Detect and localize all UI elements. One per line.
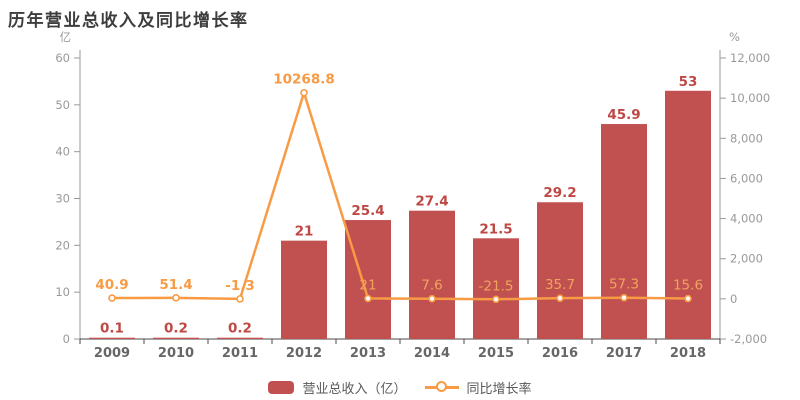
bar-value-label-2017: 45.9	[607, 107, 640, 123]
bar-value-label-2015: 21.5	[479, 221, 512, 237]
x-axis-label-2015: 2015	[478, 346, 514, 361]
right-axis-tick-label: 12,000	[730, 51, 770, 65]
bar-2013	[345, 220, 391, 339]
left-axis-tick-label: 40	[55, 145, 70, 159]
x-axis-label-2014: 2014	[414, 346, 450, 361]
bar-2010	[153, 337, 199, 339]
left-axis-tick-label: 20	[55, 238, 70, 252]
legend-item-revenue[interactable]: 营业总收入（亿）	[268, 378, 407, 397]
right-axis-tick-label: 2,000	[730, 252, 763, 266]
line-value-label-2018: 15.6	[673, 278, 703, 294]
x-axis-label-2016: 2016	[542, 346, 578, 361]
line-legend-swatch-icon	[424, 381, 459, 393]
bar-2014	[409, 210, 455, 339]
line-point-2018	[684, 294, 692, 303]
bar-2017	[601, 124, 647, 339]
bar-value-label-2011: 0.2	[228, 321, 252, 337]
line-point-2015	[492, 295, 500, 304]
line-point-2009	[108, 294, 116, 302]
line-value-label-2009: 40.9	[95, 277, 128, 293]
bar-2011	[217, 337, 263, 339]
bar-value-label-2016: 29.2	[543, 185, 576, 201]
right-axis-unit: %	[729, 30, 740, 44]
line-point-2010	[172, 294, 180, 302]
x-axis-label-2012: 2012	[286, 346, 322, 361]
right-axis-tick-label: 0	[730, 292, 737, 306]
x-axis-label-2013: 2013	[350, 346, 386, 361]
line-value-label-2011: -1.3	[225, 278, 255, 294]
bar-value-label-2012: 21	[295, 224, 314, 240]
line-legend-dot-icon	[435, 381, 447, 392]
x-axis-label-2010: 2010	[158, 346, 194, 361]
line-value-label-2010: 51.4	[159, 277, 192, 293]
growth-line	[110, 91, 690, 301]
line-value-label-2012: 10268.8	[273, 72, 335, 88]
bar-legend-swatch-icon	[268, 380, 295, 394]
line-value-label-2015: -21.5	[479, 278, 514, 294]
bar-value-label-2018: 53	[679, 74, 698, 90]
chart-legend: 营业总收入（亿） 同比增长率	[0, 376, 800, 398]
left-axis-tick-label: 10	[55, 285, 70, 299]
line-value-label-2017: 57.3	[609, 277, 639, 293]
bar-2012	[281, 240, 327, 339]
line-point-2012	[300, 88, 308, 97]
legend-item-growth[interactable]: 同比增长率	[424, 378, 532, 397]
bar-2015	[473, 238, 519, 339]
line-value-label-2016: 35.7	[545, 277, 575, 293]
line-point-2017	[620, 293, 628, 302]
bar-2009	[89, 337, 135, 339]
right-axis-tick-label: -2,000	[730, 332, 767, 346]
x-axis-label-2018: 2018	[670, 346, 706, 361]
bar-value-label-2009: 0.1	[100, 321, 124, 337]
right-axis-tick-label: 6,000	[730, 171, 763, 185]
chart-title: 历年营业总收入及同比增长率	[8, 11, 249, 31]
line-point-2016	[556, 294, 564, 302]
bar-value-label-2014: 27.4	[415, 194, 448, 210]
right-axis-tick-label: 10,000	[730, 91, 770, 105]
bar-value-label-2013: 25.4	[351, 203, 384, 219]
line-point-2014	[428, 294, 436, 303]
x-axis-label-2017: 2017	[606, 346, 642, 361]
line-point-2013	[364, 294, 372, 303]
bar-value-label-2010: 0.2	[164, 321, 188, 337]
x-axis-label-2011: 2011	[222, 346, 258, 361]
bar-2016	[537, 202, 583, 339]
line-value-label-2014: 7.6	[421, 278, 442, 294]
line-value-label-2013: 21	[359, 277, 376, 293]
left-axis-tick-label: 30	[55, 192, 70, 206]
line-point-2011	[236, 295, 244, 303]
legend-label-revenue: 营业总收入（亿）	[302, 381, 407, 397]
legend-label-growth: 同比增长率	[466, 381, 532, 397]
left-axis-tick-label: 60	[55, 51, 70, 65]
right-axis-tick-label: 8,000	[730, 131, 763, 145]
left-axis-unit: 亿	[60, 30, 72, 44]
left-axis-tick-label: 50	[55, 98, 70, 112]
right-axis-tick-label: 4,000	[730, 212, 763, 226]
left-axis-tick-label: 0	[63, 332, 70, 346]
x-axis-label-2009: 2009	[94, 346, 130, 361]
